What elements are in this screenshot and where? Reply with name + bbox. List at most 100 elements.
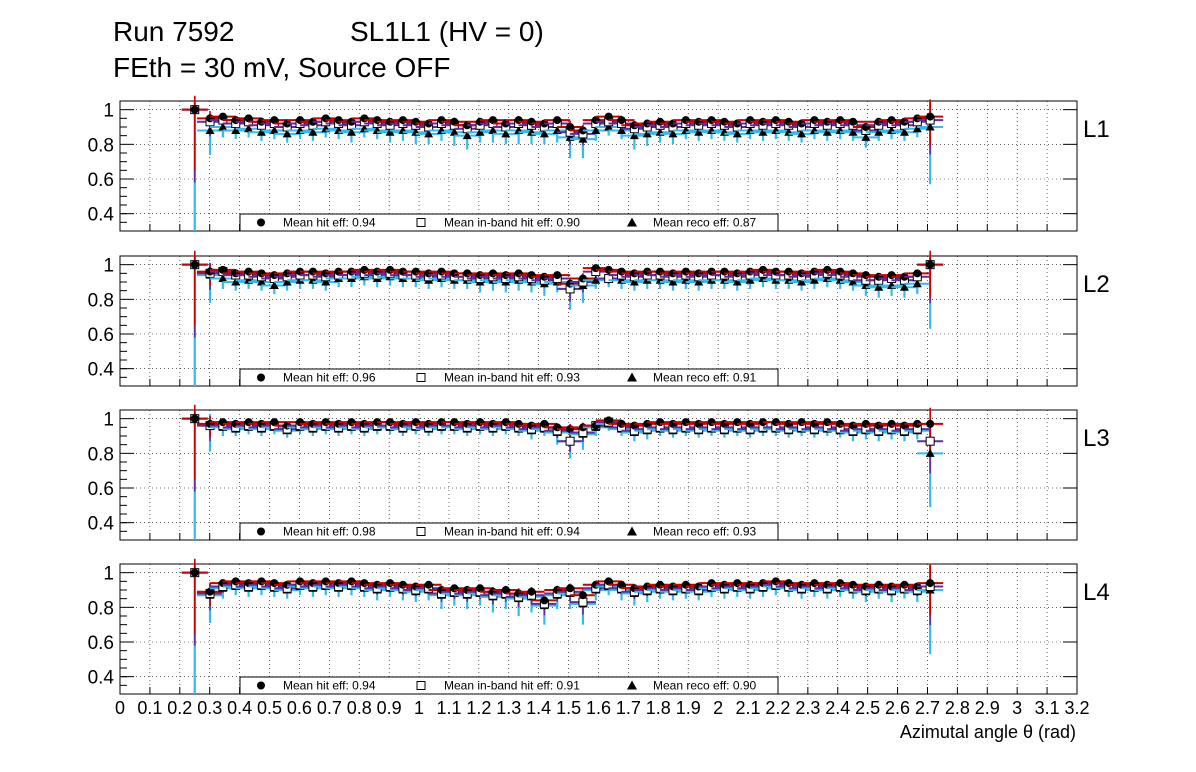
y-tick-label: 1 [103,564,114,585]
panel-label: L3 [1083,425,1110,452]
hit-marker [360,114,369,123]
reco-marker [822,127,832,136]
hit-marker [694,117,703,126]
hit-marker [566,123,575,131]
hit-marker [321,577,330,586]
hit-marker [514,269,523,278]
hit-marker [707,579,716,588]
run-label: Run 7592 [113,16,235,47]
hit-marker [630,269,639,278]
hit-marker [746,116,755,125]
reco-marker [899,282,909,291]
reco-marker [346,127,356,136]
hit-marker [347,267,356,276]
x-tick-label: 0.7 [317,698,342,718]
hit-marker [386,579,395,588]
x-tick-label: 1.1 [436,698,461,718]
reco-marker [218,122,228,131]
legend-reco-label: Mean reco eff: 0.93 [653,525,757,539]
hit-marker [190,105,199,114]
x-axis-label: Azimutal angle θ (rad) [900,722,1076,742]
hit-marker [411,418,420,427]
legend-l4: Mean hit eff: 0.94 Mean in-band hit eff: … [239,676,779,695]
hit-marker [656,418,665,427]
hit-marker [810,579,819,588]
x-tick-label: 0.2 [167,698,192,718]
hit-marker [386,418,395,427]
reco-marker [809,275,819,284]
hit-marker [321,418,330,427]
hit-marker [656,117,665,126]
x-tick-label: 1 [414,698,424,718]
hit-marker [360,265,369,274]
inband-marker [565,436,575,446]
reco-marker [231,125,241,134]
legend-hit-label: Mean hit eff: 0.96 [283,371,376,385]
legend-l2: Mean hit eff: 0.96 Mean in-band hit eff: … [239,368,779,387]
reco-marker [244,124,254,133]
hit-marker [296,418,305,427]
reco-marker [629,277,639,286]
x-tick-label: 0.5 [257,698,282,718]
hit-marker [476,584,485,593]
y-tick-label: 1 [103,256,114,277]
hit-marker [270,579,279,588]
hit-marker [398,580,407,589]
hit-marker [540,272,549,281]
legend-reco-marker [627,372,637,382]
hit-marker [617,116,626,125]
hit-marker [874,117,883,126]
hit-marker [630,121,639,130]
hit-marker [926,419,935,428]
x-tick-label: 0.1 [137,698,162,718]
y-tick-label: 0.6 [88,170,114,191]
hit-marker [887,419,896,428]
hit-marker [681,116,690,125]
reco-marker [269,280,279,289]
hit-marker [257,117,266,126]
hit-marker [283,269,292,278]
hit-marker [849,269,858,278]
hit-marker [913,114,922,123]
hit-marker [733,269,742,278]
panel-l2: 0.4 0.6 0.8 1 Mean hit eff: 0.96 Mean in-band… [88,250,1110,387]
hit-marker [190,414,199,423]
hit-marker [257,269,266,278]
hit-marker [861,123,870,131]
hit-marker [913,269,922,278]
hit-marker [501,271,510,280]
hit-marker [527,271,536,280]
hit-marker [707,116,716,125]
y-tick-label: 1 [103,410,114,431]
hit-marker [244,267,253,276]
hit-marker [900,580,909,589]
hit-marker [836,419,845,428]
x-tick-label: 1.4 [526,698,551,718]
reco-marker [912,124,922,133]
hit-marker [656,267,665,276]
legend-reco-label: Mean reco eff: 0.87 [653,216,757,230]
hit-marker [874,272,883,281]
hit-marker [887,116,896,125]
hit-marker [604,265,613,274]
hit-marker [540,419,549,428]
hit-marker [373,267,382,276]
hit-marker [823,418,832,427]
legend-reco-marker [627,217,637,227]
hit-marker [190,260,199,269]
hit-marker [501,586,510,594]
hit-marker [553,116,562,125]
reco-marker [694,277,704,286]
hit-marker [849,117,858,126]
legend-inband-marker [416,527,426,536]
legend-hit-marker [257,681,265,690]
y-tick-label: 0.8 [88,598,114,619]
x-tick-label: 1.7 [616,698,641,718]
hit-marker [411,117,420,126]
hit-marker [206,114,215,123]
hit-marker [823,265,832,274]
reco-marker [732,129,742,138]
x-tick-label: 0.8 [347,698,372,718]
inband-marker [925,436,935,446]
reco-marker [282,129,292,138]
